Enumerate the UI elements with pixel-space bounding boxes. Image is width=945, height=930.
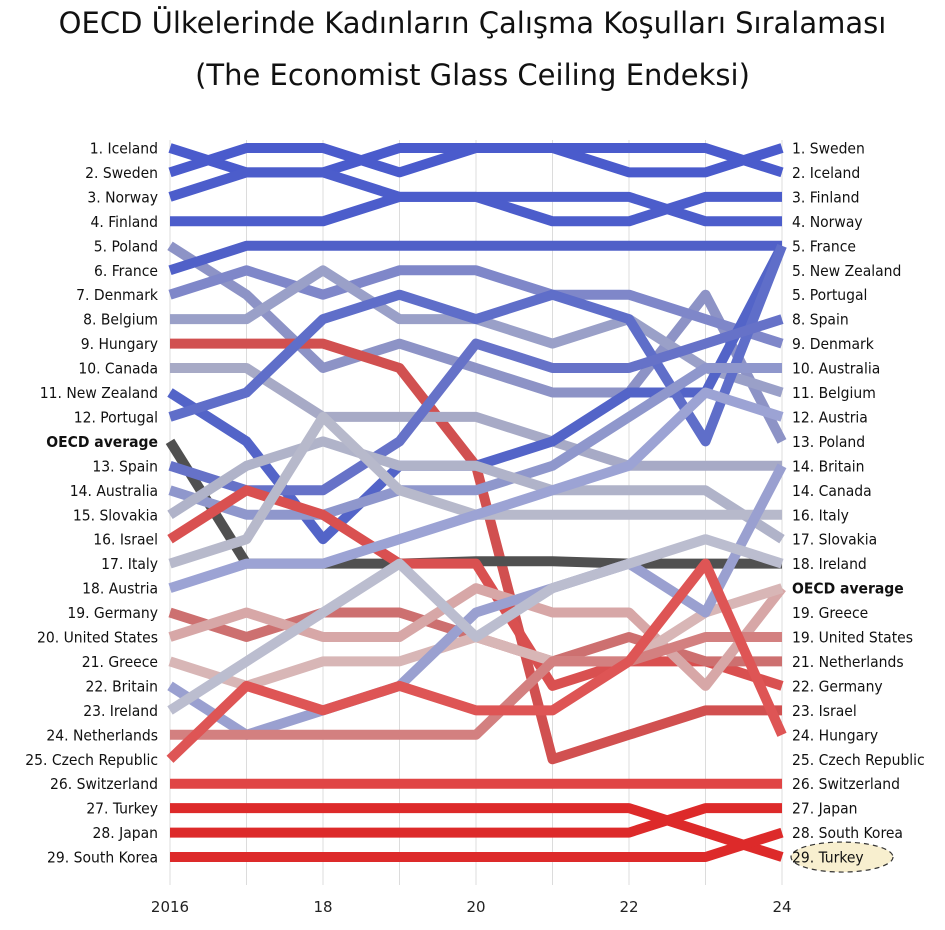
right-label: 8. Spain: [792, 311, 849, 329]
highlight-ellipse: [790, 841, 894, 873]
right-label: 2. Iceland: [792, 164, 860, 182]
left-label: 18. Austria: [82, 580, 158, 598]
left-label: 4. Finland: [91, 213, 158, 231]
left-label: 23. Ireland: [83, 702, 158, 720]
right-label: OECD average: [792, 580, 904, 598]
series-lines: [165, 143, 787, 862]
left-label: 10. Canada: [78, 360, 158, 378]
right-label: 19. Greece: [792, 604, 868, 622]
right-label: 11. Belgium: [792, 384, 876, 402]
right-label: 23. Israel: [792, 702, 857, 720]
x-tick-label: 22: [619, 898, 638, 916]
right-label: 27. Japan: [792, 800, 858, 818]
right-label: 29. Turkey: [792, 849, 864, 867]
left-label: 11. New Zealand: [40, 384, 158, 402]
right-label: 4. Norway: [792, 213, 863, 231]
series-line-japan: [170, 803, 782, 838]
chart-subtitle: (The Economist Glass Ceiling Endeksi): [195, 58, 750, 92]
chart-title: OECD Ülkelerinde Kadınların Çalışma Koşu…: [58, 6, 887, 40]
left-label: 20. United States: [37, 629, 158, 647]
series-line-turkey: [170, 803, 784, 862]
series-line-finland: [170, 191, 782, 227]
right-label: 22. Germany: [792, 677, 883, 695]
series-line-united-states: [168, 583, 786, 691]
left-label: 1. Iceland: [90, 140, 158, 158]
left-label: 13. Spain: [92, 457, 158, 475]
left-label: 6. France: [94, 262, 158, 280]
series-line-ireland: [167, 534, 784, 715]
left-label: 22. Britain: [86, 677, 159, 695]
right-label: 9. Denmark: [792, 335, 875, 353]
right-rank-labels: 1. Sweden 2. Iceland 3. Finland 4. Norway 5.…: [790, 140, 925, 873]
right-label: 12. Austria: [792, 408, 868, 426]
right-label: 25. Czech Republic: [792, 751, 925, 769]
right-label: 24. Hungary: [792, 726, 878, 744]
right-label: 5. Portugal: [792, 286, 867, 304]
right-label: 17. Slovakia: [792, 531, 877, 549]
right-label: 3. Finland: [792, 188, 859, 206]
series-line-denmark: [168, 265, 784, 349]
left-label: 27. Turkey: [86, 800, 158, 818]
left-label: 21. Greece: [82, 653, 158, 671]
left-label: 5. Poland: [94, 237, 158, 255]
x-tick-label: 2016: [151, 898, 189, 916]
left-label: OECD average: [46, 433, 158, 451]
series-line-south-korea: [170, 827, 784, 862]
right-label: 5. France: [792, 237, 856, 255]
left-label: 28. Japan: [93, 824, 159, 842]
left-label: 25. Czech Republic: [25, 751, 158, 769]
right-label: 13. Poland: [792, 433, 865, 451]
right-label: 28. South Korea: [792, 824, 903, 842]
x-tick-label: 20: [466, 898, 485, 916]
left-label: 3. Norway: [87, 188, 158, 206]
left-label: 8. Belgium: [83, 311, 158, 329]
series-line-sweden: [168, 143, 784, 178]
x-axis: 2016 18 20 22 24: [151, 898, 792, 916]
right-label: 5. New Zealand: [792, 262, 901, 280]
left-label: 16. Israel: [93, 531, 158, 549]
series-line-austria: [168, 387, 784, 593]
right-label: 16. Italy: [792, 506, 849, 524]
left-label: 24. Netherlands: [46, 726, 158, 744]
left-label: 17. Italy: [101, 555, 158, 573]
right-label: 19. United States: [792, 629, 913, 647]
left-label: 15. Slovakia: [73, 506, 158, 524]
series-line-netherlands: [170, 632, 782, 740]
series-line-czech-republic: [166, 558, 787, 763]
series-line-australia: [168, 363, 782, 520]
right-label: 21. Netherlands: [792, 653, 904, 671]
left-label: 2. Sweden: [85, 164, 158, 182]
series-line-poland: [167, 241, 787, 444]
right-label: 10. Australia: [792, 360, 880, 378]
right-label: 14. Canada: [792, 482, 872, 500]
left-label: 19. Germany: [67, 604, 158, 622]
left-label: 9. Hungary: [81, 335, 158, 353]
left-rank-labels: 1. Iceland 2. Sweden 3. Norway 4. Finland 5.…: [25, 140, 159, 867]
series-line-portugal: [168, 243, 787, 447]
left-label: 7. Denmark: [76, 286, 159, 304]
right-label: 26. Switzerland: [792, 775, 900, 793]
series-line-france: [168, 240, 782, 276]
left-label: 14. Australia: [70, 482, 158, 500]
series-line-slovakia: [167, 436, 785, 544]
left-label: 29. South Korea: [47, 849, 158, 867]
right-label: 18. Ireland: [792, 555, 867, 573]
left-label: 12. Portugal: [74, 408, 158, 426]
right-label: 14. Britain: [792, 457, 865, 475]
left-label: 26. Switzerland: [50, 775, 158, 793]
x-tick-label: 18: [313, 898, 332, 916]
x-tick-label: 24: [772, 898, 791, 916]
series-line-canada: [170, 363, 782, 471]
right-label: 1. Sweden: [792, 140, 865, 158]
